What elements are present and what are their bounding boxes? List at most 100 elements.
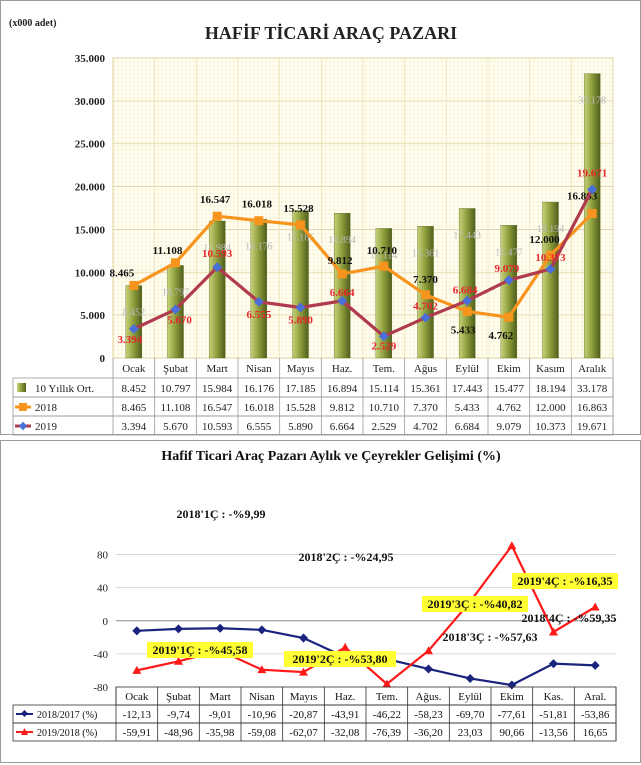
series-2019-2018-marker xyxy=(590,602,600,611)
series-2018-marker xyxy=(337,269,347,279)
y-tick-label: 15.000 xyxy=(75,224,106,236)
quarter-2018-annotation: 2018'1Ç : -%9,99 xyxy=(177,507,266,521)
series-2018-value-label: 8.465 xyxy=(109,267,134,279)
x-tick-label: Nisan xyxy=(249,691,275,703)
table-cell: 16.018 xyxy=(244,402,275,414)
x-tick-label: Aralık xyxy=(578,363,607,375)
series-2018-marker xyxy=(171,258,180,268)
y-tick-label: 35.000 xyxy=(75,53,106,65)
table-cell: -69,70 xyxy=(456,709,485,721)
series-2018-2017-marker xyxy=(507,680,517,690)
table-cell: -9,01 xyxy=(209,709,232,721)
table-cell: 15.477 xyxy=(494,383,525,395)
series-2018-marker xyxy=(296,220,305,230)
table-cell: -35,98 xyxy=(206,727,235,739)
x-tick-label: Ekim xyxy=(497,363,521,375)
series-2019-marker xyxy=(420,312,431,323)
series-2019-value-label: 9.079 xyxy=(494,263,519,275)
table-cell: 18.194 xyxy=(535,383,566,395)
series-2018-marker xyxy=(504,312,514,322)
table-row xyxy=(12,415,614,436)
table-cell: 6.555 xyxy=(246,421,271,433)
series-2019-value-label: 3.394 xyxy=(117,334,142,346)
y-tick-label: -40 xyxy=(93,649,108,661)
table-cell: 11.108 xyxy=(161,402,191,414)
y-tick-label: 10.000 xyxy=(75,267,106,279)
series-2018-marker xyxy=(254,216,264,226)
series-2019-value-label: 19.671 xyxy=(577,167,607,179)
quarter-2018-annotation: 2018'4Ç : -%59,35 xyxy=(522,611,617,625)
x-tick-label: Kasım xyxy=(536,363,565,375)
x-tick-label: Haz. xyxy=(332,363,353,375)
series-2019-value-label: 5.670 xyxy=(167,314,192,326)
x-tick-label: Haz. xyxy=(335,691,356,703)
quarter-2019-highlight xyxy=(512,573,618,589)
series-2018-value-label: 16.018 xyxy=(242,199,273,211)
table-cell: 16,65 xyxy=(583,727,608,739)
series-2019-line xyxy=(133,188,594,338)
bar-value-label: 15.984 xyxy=(203,243,231,254)
legend-bar-symbol xyxy=(17,383,26,392)
unit-label: (x000 adet) xyxy=(9,18,57,29)
series-2019-value-label: 10.593 xyxy=(202,248,233,260)
series-2018-value-label: 4.762 xyxy=(488,330,513,342)
x-tick-label: Mayıs xyxy=(287,363,315,375)
bar-value-label: 18.194 xyxy=(537,224,565,235)
x-tick-label: Mayıs xyxy=(290,691,318,703)
series-2019-marker xyxy=(337,295,348,306)
series-2018-2017-marker xyxy=(257,625,267,635)
series-2019-marker xyxy=(128,323,139,334)
series-2018-value-label: 12.000 xyxy=(529,234,560,246)
legend-series-name: 2018/2017 (%) xyxy=(37,710,97,721)
series-2019-2018-marker xyxy=(299,667,308,676)
table-cell: 15.528 xyxy=(285,402,316,414)
table-cell: 7.370 xyxy=(413,402,438,414)
series-2019-value-label: 6.555 xyxy=(246,309,271,321)
table-cell: 15.984 xyxy=(202,383,233,395)
y-tick-label: 0 xyxy=(100,353,106,365)
bar-value-label: 16.176 xyxy=(245,241,273,252)
table-cell: -59,08 xyxy=(248,727,277,739)
quarter-2019-annotation: 2019'2Ç : -%53,80 xyxy=(293,652,388,666)
bar-value-label: 15.114 xyxy=(370,250,397,261)
x-tick-label: Nisan xyxy=(246,363,272,375)
series-2019-value-label: 4.702 xyxy=(413,301,438,313)
growth-chart: Hafif Ticari Araç Pazarı Aylık ve Çeyrek… xyxy=(12,449,618,742)
table-cell: 19.671 xyxy=(577,421,607,433)
table-cell: -77,61 xyxy=(498,709,526,721)
table-cell: -12,13 xyxy=(123,709,152,721)
series-2019-value-label: 2.529 xyxy=(371,340,396,352)
series-2019-marker xyxy=(503,275,514,286)
table-cell: -51,81 xyxy=(539,709,567,721)
table-cell: 90,66 xyxy=(499,727,524,739)
table-cell: -36,20 xyxy=(414,727,443,739)
quarter-2019-highlight xyxy=(422,596,528,612)
chart-title: HAFİF TİCARİ ARAÇ PAZARI xyxy=(205,23,457,43)
table-cell: 16.547 xyxy=(202,402,233,414)
table-cell: 6.684 xyxy=(455,421,480,433)
legend-marker xyxy=(19,403,27,411)
table-cell: 4.702 xyxy=(413,421,438,433)
table-cell: -76,39 xyxy=(373,727,402,739)
bar-10-yillik-ort xyxy=(542,201,559,359)
legend-series-name: 10 Yıllık Ort. xyxy=(35,383,94,395)
series-2018-2017-marker xyxy=(132,626,142,636)
table-cell: 10.710 xyxy=(369,402,400,414)
series-2018-marker xyxy=(129,280,139,290)
series-2019-marker xyxy=(295,302,306,313)
series-2018-marker xyxy=(462,306,472,316)
table-cell: 9.079 xyxy=(496,421,521,433)
x-tick-label: Eylül xyxy=(458,691,482,703)
series-2019-marker xyxy=(253,296,264,307)
table-cell: 33.178 xyxy=(577,383,608,395)
series-2018-2017-marker xyxy=(465,673,475,683)
legend-marker xyxy=(20,709,29,718)
bar-10-yillik-ort xyxy=(458,208,476,359)
y-tick-label: 20.000 xyxy=(75,182,106,194)
table-cell: -53,86 xyxy=(581,709,610,721)
series-2019-marker xyxy=(587,184,598,195)
table-cell: 16.176 xyxy=(244,383,275,395)
quarter-2019-highlight xyxy=(284,651,396,667)
x-tick-label: Ocak xyxy=(122,363,146,375)
series-2019-2018-marker xyxy=(549,627,558,636)
